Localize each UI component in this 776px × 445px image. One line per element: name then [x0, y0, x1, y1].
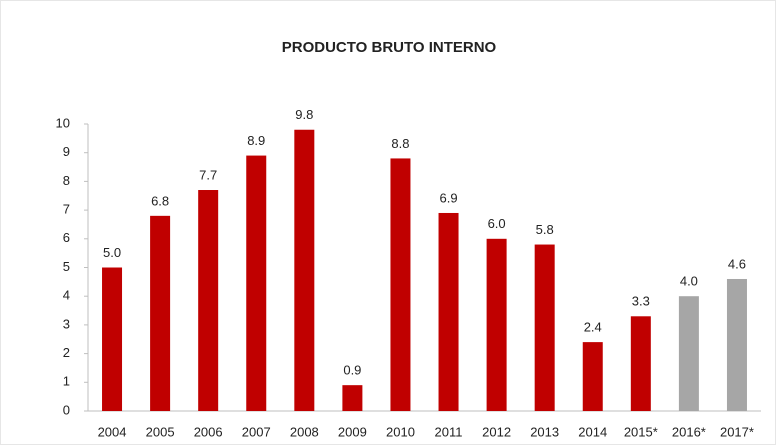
bar	[534, 244, 555, 411]
bar	[102, 267, 123, 411]
y-tick-label: 9	[63, 144, 70, 159]
value-label: 4.6	[728, 256, 746, 271]
chart-title: PRODUCTO BRUTO INTERNO	[282, 39, 497, 56]
bar	[726, 278, 747, 411]
bar	[438, 212, 459, 411]
value-label: 5.0	[103, 245, 121, 260]
value-label: 6.0	[488, 216, 506, 231]
y-tick-label: 4	[63, 288, 70, 303]
value-label: 9.8	[295, 107, 313, 122]
bar	[390, 158, 411, 411]
y-tick-label: 0	[63, 402, 70, 417]
value-label: 6.8	[151, 193, 169, 208]
bar	[582, 342, 603, 411]
value-label: 4.0	[680, 274, 698, 289]
x-tick-label: 2014	[578, 424, 607, 439]
bar	[342, 385, 363, 411]
y-tick-label: 2	[63, 345, 70, 360]
y-tick-label: 7	[63, 202, 70, 217]
bar	[678, 296, 699, 411]
x-tick-label: 2015*	[624, 424, 658, 439]
bar	[294, 129, 315, 412]
x-tick-label: 2004	[98, 424, 127, 439]
value-label: 6.9	[439, 190, 457, 205]
value-label: 7.7	[199, 167, 217, 182]
y-tick-label: 6	[63, 230, 70, 245]
value-label: 8.8	[391, 136, 409, 151]
x-tick-label: 2011	[435, 424, 463, 439]
y-tick-label: 8	[63, 173, 70, 188]
x-tick-label: 2010	[386, 424, 415, 439]
x-tick-label: 2016*	[672, 424, 706, 439]
x-tick-label: 2013	[530, 424, 559, 439]
bar	[630, 316, 651, 411]
value-label: 8.9	[247, 133, 265, 148]
bar	[198, 190, 219, 411]
value-label: 0.9	[343, 363, 361, 378]
x-tick-label: 2009	[338, 424, 367, 439]
y-tick-label: 5	[63, 259, 70, 274]
x-tick-label: 2007	[242, 424, 271, 439]
x-tick-label: 2017*	[720, 424, 754, 439]
x-tick-label: 2006	[194, 424, 223, 439]
bar	[486, 238, 507, 411]
y-tick-label: 1	[63, 374, 70, 389]
x-tick-label: 2005	[146, 424, 175, 439]
value-label: 2.4	[584, 320, 602, 335]
bar	[246, 155, 267, 411]
value-label: 5.8	[536, 222, 554, 237]
value-label: 3.3	[632, 294, 650, 309]
y-tick-label: 3	[63, 316, 70, 331]
x-tick-label: 2008	[290, 424, 319, 439]
bar	[150, 215, 171, 411]
y-tick-label: 10	[56, 115, 70, 130]
x-tick-label: 2012	[482, 424, 511, 439]
